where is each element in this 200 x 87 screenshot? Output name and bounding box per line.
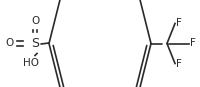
Text: O: O: [31, 16, 39, 26]
Text: O: O: [5, 39, 13, 48]
Text: S: S: [31, 37, 39, 50]
Text: HO: HO: [23, 58, 39, 68]
Text: F: F: [190, 39, 196, 48]
Text: F: F: [176, 59, 182, 68]
Text: F: F: [176, 19, 182, 28]
